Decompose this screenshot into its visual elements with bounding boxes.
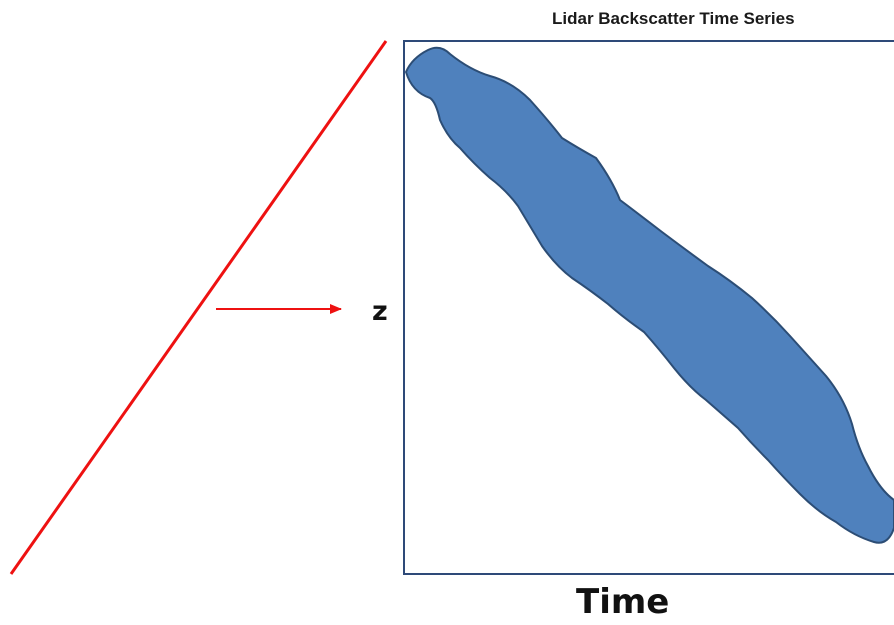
plot-frame — [403, 40, 894, 575]
time-axis-label: Time — [576, 582, 670, 622]
backscatter-region — [404, 46, 894, 544]
slant-line — [9, 40, 388, 575]
diagram-title: Lidar Backscatter Time Series — [552, 9, 795, 28]
z-axis-label: z — [372, 296, 388, 327]
